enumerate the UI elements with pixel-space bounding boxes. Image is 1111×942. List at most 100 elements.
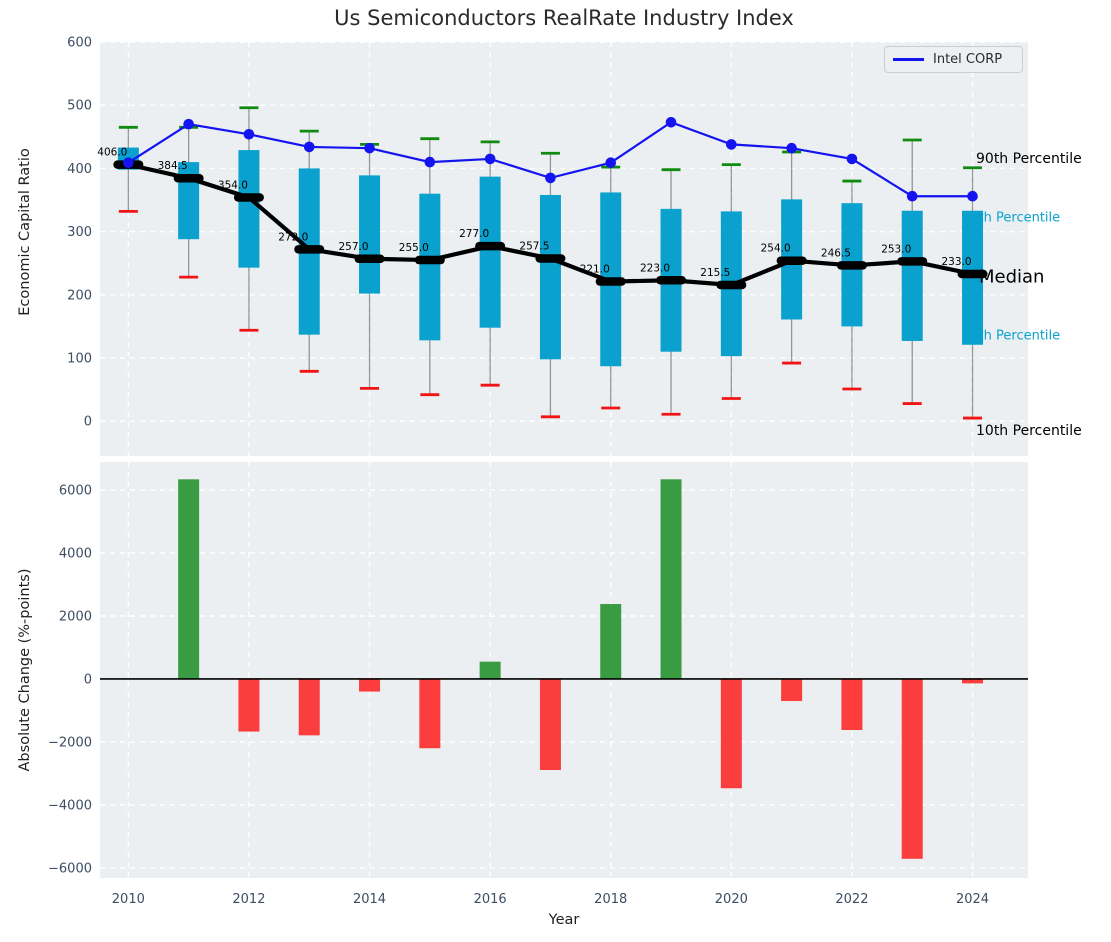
change-bar-2016 bbox=[479, 661, 501, 679]
median-marker-2018 bbox=[595, 277, 626, 286]
bottom-ytick--6000: −6000 bbox=[48, 861, 92, 876]
intel-point-2011 bbox=[183, 118, 194, 130]
iqr-bar-2015 bbox=[419, 193, 441, 341]
intel-point-2024 bbox=[967, 190, 978, 202]
intel-point-2020 bbox=[726, 139, 737, 150]
annotation-90th-percentile: 90th Percentile bbox=[976, 151, 1082, 167]
median-value-label-2021: 254.0 bbox=[761, 243, 791, 255]
legend-entry-label: Intel CORP bbox=[933, 52, 1003, 67]
median-value-label-2011: 384.5 bbox=[158, 160, 188, 172]
median-value-label-2014: 257.0 bbox=[339, 241, 369, 253]
bottom-ytick--2000: −2000 bbox=[48, 735, 92, 750]
bottom-ytick-4000: 4000 bbox=[59, 547, 92, 562]
median-value-label-2018: 221.0 bbox=[580, 264, 610, 276]
iqr-bar-2023 bbox=[901, 210, 923, 341]
median-value-label-2012: 354.0 bbox=[218, 179, 248, 191]
iqr-bar-2017 bbox=[539, 194, 561, 360]
intel-point-2017 bbox=[545, 172, 556, 184]
median-value-label-2023: 253.0 bbox=[881, 243, 911, 255]
median-value-label-2017: 257.5 bbox=[519, 240, 549, 252]
change-bar-2013 bbox=[298, 678, 320, 736]
intel-point-2022 bbox=[846, 153, 858, 165]
iqr-bar-2014 bbox=[359, 175, 381, 294]
intel-point-2018 bbox=[605, 157, 617, 169]
change-bar-2018 bbox=[600, 604, 622, 679]
median-marker-2017 bbox=[535, 254, 566, 263]
iqr-bar-2012 bbox=[238, 150, 260, 268]
bottom-ytick--4000: −4000 bbox=[48, 798, 92, 813]
intel-point-2019 bbox=[665, 116, 677, 128]
top-ytick-200: 200 bbox=[67, 288, 92, 303]
annotation-75th-percentile: 75th Percentile bbox=[962, 210, 1061, 226]
annotation-median: Median bbox=[979, 266, 1045, 288]
top-ytick-500: 500 bbox=[67, 99, 92, 114]
intel-point-2013 bbox=[303, 141, 315, 153]
median-value-label-2016: 277.0 bbox=[459, 228, 489, 240]
change-bar-2021 bbox=[781, 678, 803, 702]
median-value-label-2013: 272.0 bbox=[278, 231, 308, 243]
intel-point-2010 bbox=[123, 157, 134, 169]
top-ytick-400: 400 bbox=[67, 162, 92, 177]
change-bar-2019 bbox=[660, 479, 682, 679]
median-value-label-2022: 246.5 bbox=[821, 247, 851, 259]
intel-point-2015 bbox=[424, 156, 436, 168]
median-marker-2011 bbox=[173, 173, 204, 183]
iqr-bar-2011 bbox=[178, 162, 200, 240]
top-ytick-100: 100 bbox=[67, 352, 92, 367]
median-marker-2023 bbox=[897, 257, 928, 266]
legend: Intel CORP bbox=[884, 46, 1023, 73]
xtick-2014: 2014 bbox=[353, 892, 386, 907]
intel-point-2023 bbox=[906, 190, 918, 202]
xtick-2016: 2016 bbox=[474, 892, 507, 907]
median-marker-2024 bbox=[957, 269, 988, 279]
annotation-25th-percentile: 25th Percentile bbox=[962, 328, 1061, 344]
median-value-label-2020: 215.5 bbox=[700, 267, 730, 279]
median-marker-2022 bbox=[836, 261, 867, 270]
iqr-bar-2016 bbox=[479, 176, 501, 328]
median-marker-2020 bbox=[716, 280, 747, 290]
change-bar-2023 bbox=[901, 678, 923, 859]
median-value-label-2015: 255.0 bbox=[399, 242, 429, 254]
legend-line-sample-icon bbox=[893, 58, 924, 61]
median-marker-2013 bbox=[294, 245, 325, 254]
bottom-ytick-6000: 6000 bbox=[59, 484, 92, 499]
chart-title: Us Semiconductors RealRate Industry Inde… bbox=[334, 6, 794, 30]
change-bar-2024 bbox=[962, 678, 984, 684]
median-value-label-2010: 406.0 bbox=[97, 147, 127, 159]
y-axis-label-bottom: Absolute Change (%-points) bbox=[17, 568, 33, 772]
intel-point-2014 bbox=[364, 142, 375, 154]
median-marker-2021 bbox=[776, 256, 807, 265]
change-bar-2012 bbox=[238, 678, 260, 732]
median-value-label-2024: 233.0 bbox=[941, 256, 971, 268]
intel-point-2016 bbox=[484, 153, 496, 165]
xtick-2024: 2024 bbox=[956, 892, 989, 907]
xtick-2018: 2018 bbox=[594, 892, 627, 907]
change-bar-2017 bbox=[539, 678, 561, 770]
bottom-ytick-2000: 2000 bbox=[59, 609, 92, 624]
median-value-label-2019: 223.0 bbox=[640, 262, 670, 274]
change-bar-2014 bbox=[359, 678, 381, 692]
change-bar-2011 bbox=[178, 479, 200, 679]
change-bar-2022 bbox=[841, 678, 863, 730]
median-marker-2016 bbox=[475, 241, 506, 251]
median-marker-2019 bbox=[656, 276, 687, 285]
median-marker-2012 bbox=[233, 193, 264, 202]
xtick-2012: 2012 bbox=[232, 892, 265, 907]
annotation-10th-percentile: 10th Percentile bbox=[976, 423, 1082, 439]
bottom-axes-background bbox=[100, 462, 1028, 878]
xtick-2022: 2022 bbox=[835, 892, 868, 907]
x-axis-label: Year bbox=[548, 912, 580, 928]
y-axis-label-top: Economic Capital Ratio bbox=[17, 148, 33, 316]
top-ytick-300: 300 bbox=[67, 225, 92, 240]
change-bar-2020 bbox=[720, 678, 742, 789]
xtick-2010: 2010 bbox=[112, 892, 145, 907]
change-bar-2015 bbox=[419, 678, 441, 749]
top-ytick-0: 0 bbox=[84, 415, 92, 430]
intel-point-2021 bbox=[786, 142, 797, 154]
median-marker-2015 bbox=[414, 255, 445, 265]
bottom-ytick-0: 0 bbox=[84, 672, 92, 687]
intel-point-2012 bbox=[243, 128, 255, 140]
median-marker-2014 bbox=[354, 254, 385, 264]
